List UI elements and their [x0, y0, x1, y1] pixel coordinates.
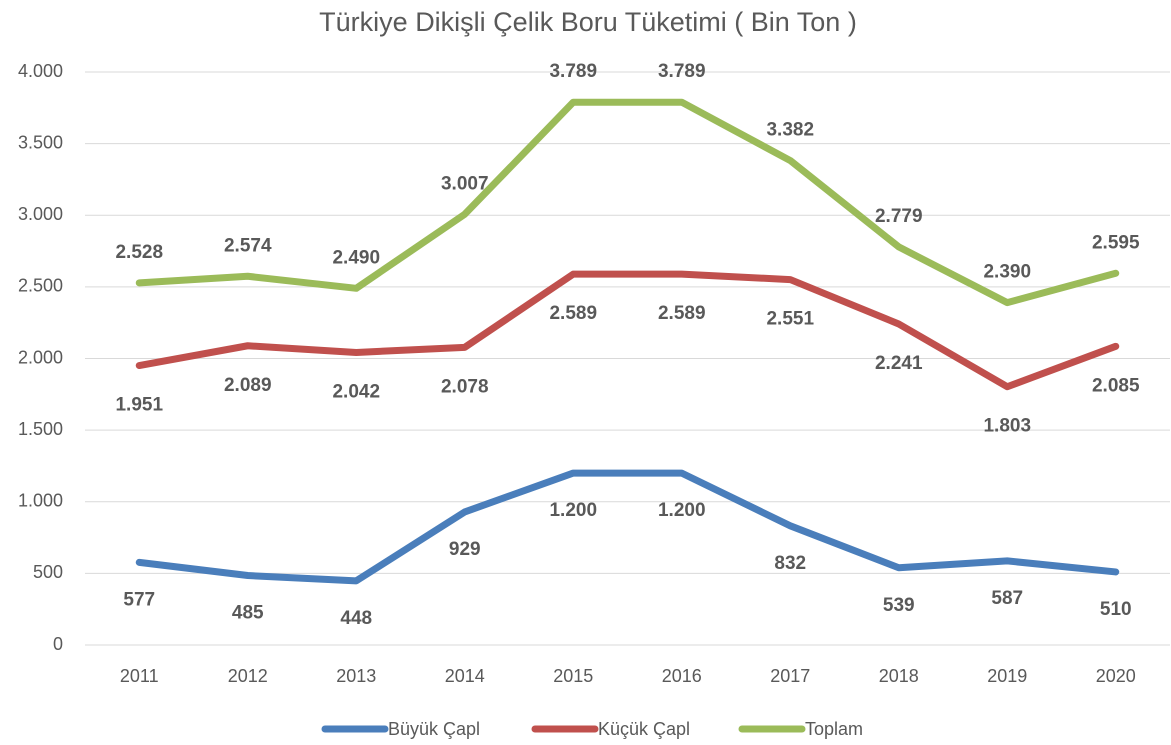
x-tick-label: 2016: [662, 666, 702, 686]
data-label: 1.200: [658, 500, 706, 521]
y-tick-label: 1.500: [18, 419, 63, 439]
data-label: 510: [1100, 599, 1132, 620]
data-label: 2.589: [658, 303, 706, 324]
data-label: 2.390: [983, 262, 1031, 283]
data-label: 1.803: [983, 416, 1031, 437]
y-tick-label: 0: [53, 634, 63, 654]
x-tick-label: 2017: [770, 666, 810, 686]
series-line: [135, 270, 1120, 391]
data-label: 1.951: [115, 395, 163, 416]
x-tick-label: 2014: [445, 666, 485, 686]
data-label: 929: [449, 539, 481, 560]
x-tick-label: 2013: [336, 666, 376, 686]
y-tick-label: 2.500: [18, 276, 63, 296]
data-label: 2.042: [332, 381, 380, 402]
data-label: 832: [774, 553, 806, 574]
data-label: 3.789: [658, 61, 706, 82]
y-tick-label: 4.000: [18, 61, 63, 81]
y-tick-label: 500: [33, 562, 63, 582]
data-label: 2.078: [441, 376, 489, 397]
data-label: 539: [883, 595, 915, 616]
x-tick-label: 2015: [553, 666, 593, 686]
data-label: 2.085: [1092, 375, 1140, 396]
data-label: 2.490: [332, 247, 380, 268]
y-tick-label: 3.500: [18, 132, 63, 152]
series-line: [135, 469, 1120, 585]
data-label: 485: [232, 603, 264, 624]
data-label: 2.779: [875, 206, 923, 227]
x-tick-label: 2011: [120, 666, 159, 686]
data-label: 3.007: [441, 173, 489, 194]
y-tick-label: 3.000: [18, 204, 63, 224]
chart-title: Türkiye Dikişli Çelik Boru Tüketimi ( Bi…: [319, 7, 857, 37]
x-tick-label: 2012: [228, 666, 268, 686]
data-label: 3.382: [766, 120, 814, 141]
data-label: 2.551: [766, 309, 814, 330]
data-label: 2.241: [875, 353, 923, 374]
legend-label: Toplam: [805, 719, 863, 739]
y-tick-label: 2.000: [18, 347, 63, 367]
x-tick-label: 2020: [1096, 666, 1136, 686]
data-label: 587: [991, 588, 1023, 609]
data-label: 2.528: [115, 242, 163, 263]
legend-label: Küçük Çapl: [598, 719, 690, 739]
data-label: 1.200: [549, 500, 597, 521]
data-label: 2.589: [549, 303, 597, 324]
legend-label: Büyük Çapl: [388, 719, 480, 739]
data-label: 2.089: [224, 375, 272, 396]
data-label: 448: [340, 608, 372, 629]
data-label: 2.574: [224, 235, 272, 256]
x-tick-label: 2018: [879, 666, 919, 686]
data-label: 2.595: [1092, 232, 1140, 253]
data-label: 577: [123, 589, 155, 610]
series-line: [135, 98, 1120, 307]
y-tick-label: 1.000: [18, 491, 63, 511]
x-tick-label: 2019: [987, 666, 1027, 686]
data-label: 3.789: [549, 61, 597, 82]
